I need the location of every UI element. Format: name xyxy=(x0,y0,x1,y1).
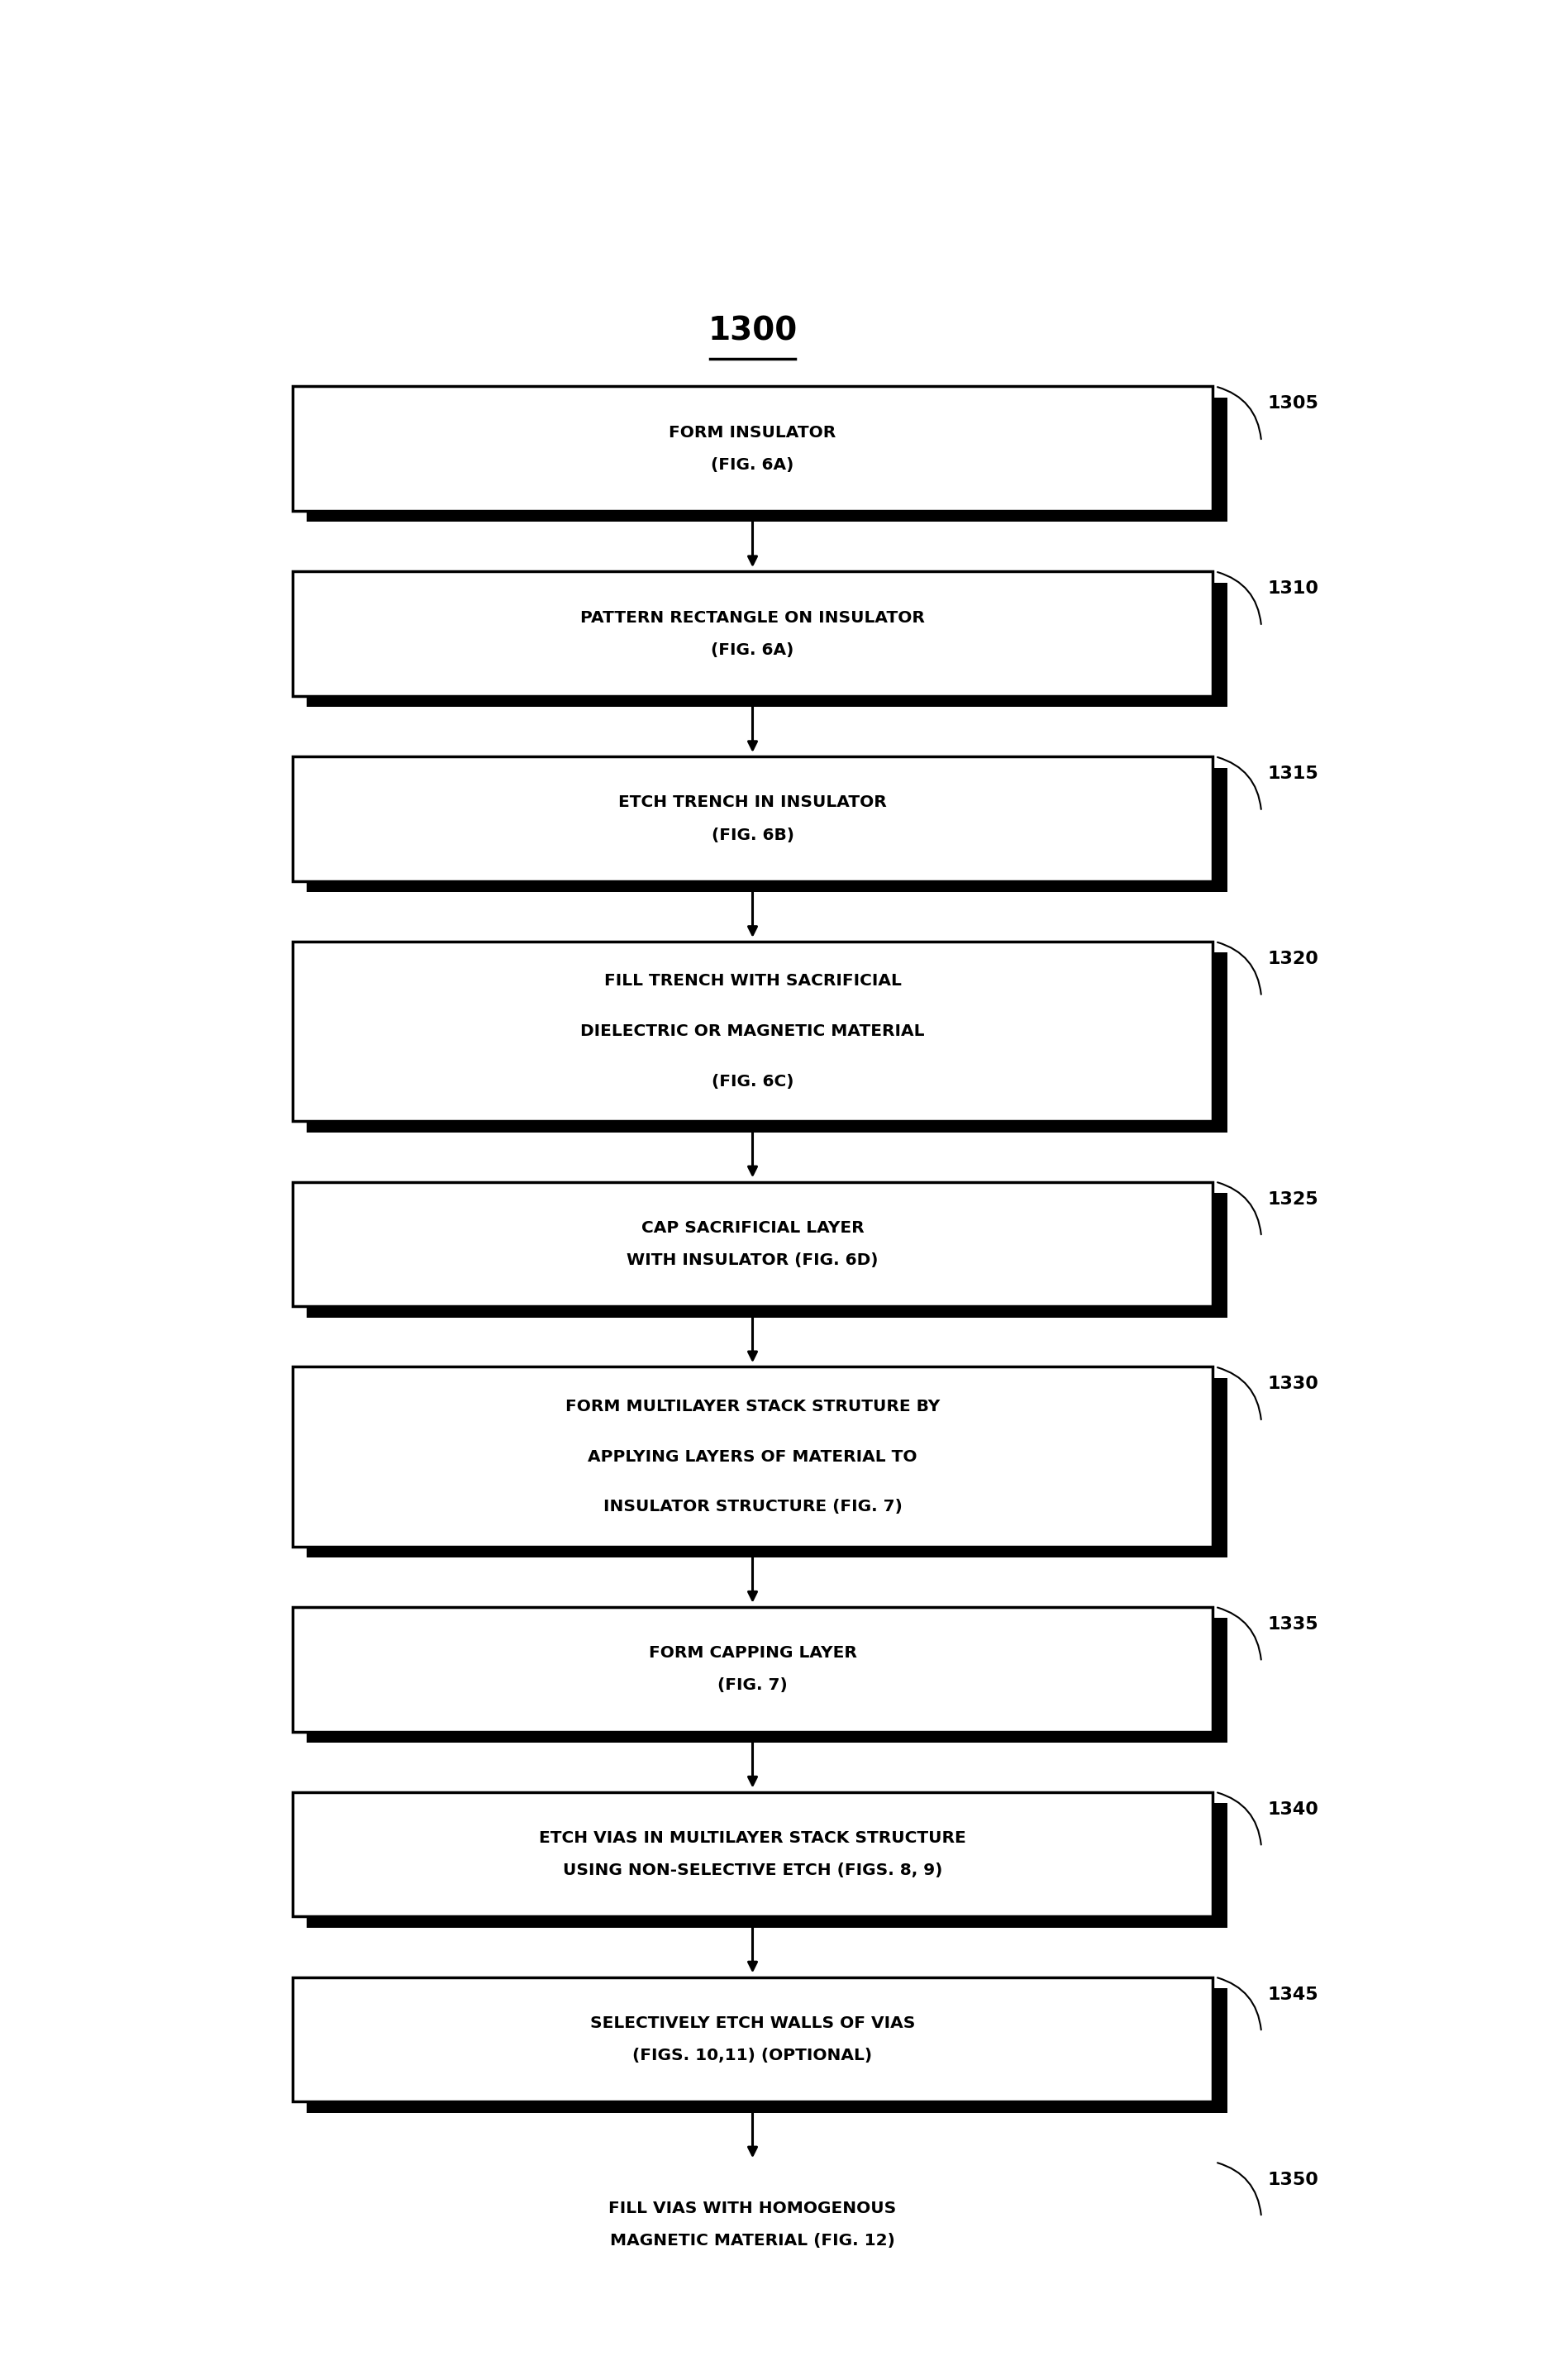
Text: 1350: 1350 xyxy=(1268,2171,1319,2187)
Bar xyxy=(292,1366,1213,1547)
Text: 1345: 1345 xyxy=(1268,1987,1318,2004)
Bar xyxy=(306,397,1227,521)
Text: 1330: 1330 xyxy=(1268,1376,1319,1392)
Text: (FIGS. 10,11) (OPTIONAL): (FIGS. 10,11) (OPTIONAL) xyxy=(633,2047,872,2063)
Text: ETCH VIAS IN MULTILAYER STACK STRUCTURE: ETCH VIAS IN MULTILAYER STACK STRUCTURE xyxy=(539,1830,966,1847)
Text: (FIG. 6A): (FIG. 6A) xyxy=(711,643,794,657)
Bar xyxy=(292,2161,1213,2287)
Bar xyxy=(306,1618,1227,1742)
Text: USING NON-SELECTIVE ETCH (FIGS. 8, 9): USING NON-SELECTIVE ETCH (FIGS. 8, 9) xyxy=(563,1864,942,1878)
Bar xyxy=(292,942,1213,1121)
Bar xyxy=(292,386,1213,512)
Bar xyxy=(306,769,1227,892)
Bar xyxy=(306,952,1227,1133)
Text: SELECTIVELY ETCH WALLS OF VIAS: SELECTIVELY ETCH WALLS OF VIAS xyxy=(589,2016,916,2030)
Bar xyxy=(306,1987,1227,2113)
Text: 1335: 1335 xyxy=(1268,1616,1318,1633)
Text: FORM MULTILAYER STACK STRUTURE BY: FORM MULTILAYER STACK STRUTURE BY xyxy=(566,1399,939,1414)
Text: INSULATOR STRUCTURE (FIG. 7): INSULATOR STRUCTURE (FIG. 7) xyxy=(603,1499,902,1514)
Text: (FIG. 6B): (FIG. 6B) xyxy=(711,828,794,843)
Text: 1305: 1305 xyxy=(1268,395,1319,412)
Text: FILL VIAS WITH HOMOGENOUS: FILL VIAS WITH HOMOGENOUS xyxy=(608,2202,897,2216)
Bar xyxy=(306,1804,1227,1928)
Text: PATTERN RECTANGLE ON INSULATOR: PATTERN RECTANGLE ON INSULATOR xyxy=(580,609,925,626)
Bar xyxy=(292,1606,1213,1733)
Text: ETCH TRENCH IN INSULATOR: ETCH TRENCH IN INSULATOR xyxy=(619,795,886,812)
Text: (FIG. 7): (FIG. 7) xyxy=(717,1678,788,1692)
Text: CAP SACRIFICIAL LAYER: CAP SACRIFICIAL LAYER xyxy=(641,1221,864,1235)
Bar xyxy=(292,1183,1213,1307)
Text: (FIG. 6C): (FIG. 6C) xyxy=(711,1073,794,1090)
Bar xyxy=(292,571,1213,695)
Text: 1340: 1340 xyxy=(1268,1802,1319,1818)
Bar xyxy=(292,757,1213,881)
Bar xyxy=(306,1192,1227,1319)
Bar xyxy=(306,2173,1227,2297)
Bar xyxy=(306,1378,1227,1557)
Text: FORM CAPPING LAYER: FORM CAPPING LAYER xyxy=(649,1645,857,1661)
Text: MAGNETIC MATERIAL (FIG. 12): MAGNETIC MATERIAL (FIG. 12) xyxy=(610,2232,896,2249)
Text: WITH INSULATOR (FIG. 6D): WITH INSULATOR (FIG. 6D) xyxy=(627,1252,878,1269)
Text: 1325: 1325 xyxy=(1268,1190,1318,1207)
Text: FORM INSULATOR: FORM INSULATOR xyxy=(669,424,836,440)
Bar xyxy=(306,583,1227,707)
Text: (FIG. 6A): (FIG. 6A) xyxy=(711,457,794,474)
Text: 1315: 1315 xyxy=(1268,766,1319,783)
Text: 1310: 1310 xyxy=(1268,581,1319,597)
Text: 1300: 1300 xyxy=(708,317,797,347)
Text: DIELECTRIC OR MAGNETIC MATERIAL: DIELECTRIC OR MAGNETIC MATERIAL xyxy=(580,1023,925,1040)
Text: APPLYING LAYERS OF MATERIAL TO: APPLYING LAYERS OF MATERIAL TO xyxy=(588,1449,917,1464)
Text: FILL TRENCH WITH SACRIFICIAL: FILL TRENCH WITH SACRIFICIAL xyxy=(603,973,902,990)
Bar xyxy=(292,1792,1213,1916)
Text: 1320: 1320 xyxy=(1268,952,1319,966)
Bar xyxy=(292,1978,1213,2102)
